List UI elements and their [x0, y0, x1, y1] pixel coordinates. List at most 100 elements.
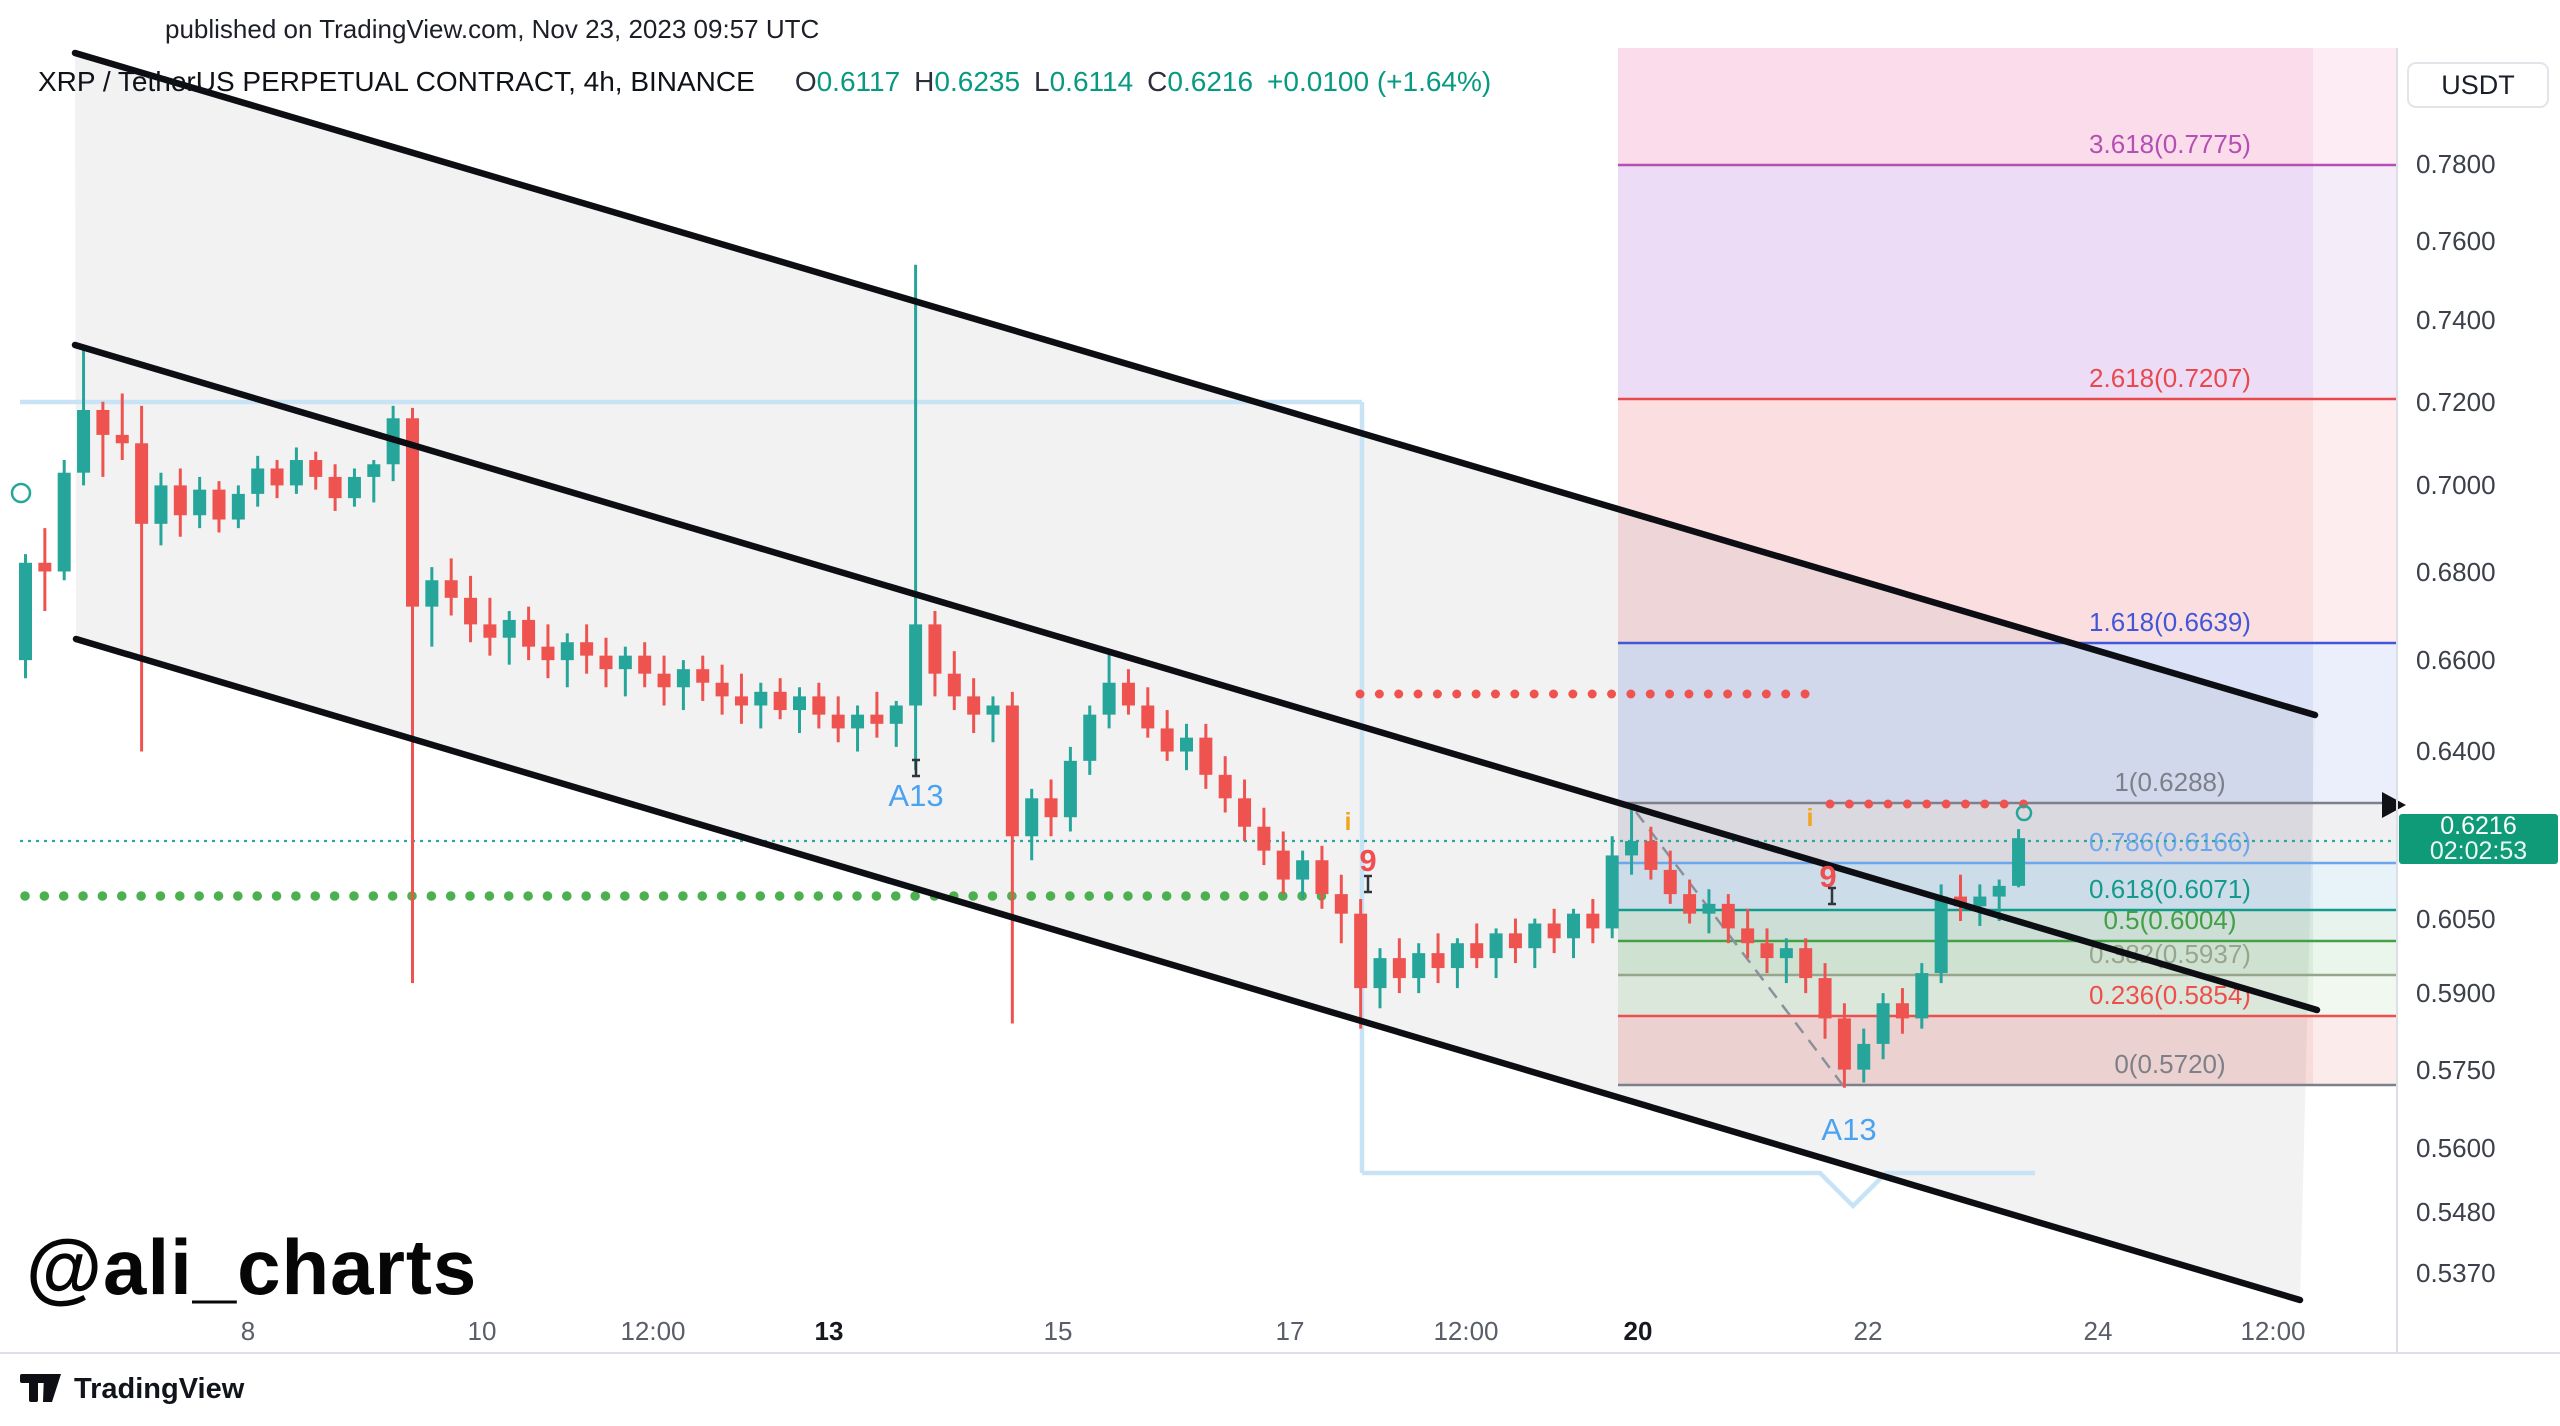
- candle-body: [1489, 933, 1503, 959]
- candle-body: [1160, 728, 1174, 752]
- candle-body: [1141, 705, 1155, 729]
- indicator-dot: [1452, 689, 1462, 699]
- a13-marker: A13: [888, 778, 943, 813]
- indicator-dot: [716, 891, 727, 901]
- currency-toggle-button[interactable]: USDT: [2407, 62, 2549, 108]
- candle-body: [2012, 838, 2026, 886]
- indicator-dot: [1123, 891, 1133, 901]
- candle-body: [1121, 682, 1135, 706]
- indicator-dot: [1045, 891, 1056, 901]
- candle-body: [406, 418, 419, 607]
- indicator-dot: [1181, 891, 1191, 901]
- candle-body: [1857, 1043, 1871, 1070]
- price-tick-label: 0.6800: [2416, 557, 2496, 587]
- footer-branding[interactable]: TradingView: [20, 1372, 244, 1406]
- indicator-dot: [1587, 689, 1597, 699]
- indicator-dot: [1103, 891, 1114, 901]
- indicator-dot: [194, 891, 204, 901]
- author-watermark: @ali_charts: [26, 1223, 478, 1311]
- indicator-dot: [387, 891, 398, 901]
- candle-body: [1180, 737, 1193, 752]
- indicator-dot: [1219, 891, 1230, 901]
- indicator-dot: [465, 891, 475, 901]
- indicator-dot: [1510, 689, 1520, 699]
- indicator-dot: [813, 891, 824, 901]
- indicator-dot: [1800, 689, 1810, 699]
- indicator-dot: [581, 891, 591, 901]
- candle-body: [870, 714, 884, 724]
- indicator-dot: [774, 891, 785, 901]
- indicator-dot: [910, 891, 920, 901]
- indicator-dot: [78, 891, 88, 901]
- fib-label-0: 0(0.5720): [2114, 1049, 2225, 1079]
- price-tick-label: 0.6600: [2416, 645, 2496, 675]
- candle-body: [1199, 737, 1213, 775]
- indicator-dot: [116, 891, 127, 901]
- close-label: C: [1147, 66, 1168, 97]
- candle-body: [96, 409, 110, 435]
- candle-body: [1760, 943, 1774, 959]
- change-value: +0.0100 (+1.64%): [1267, 66, 1492, 97]
- candle-body: [967, 696, 981, 715]
- candle-body: [812, 696, 826, 715]
- last-price-value: 0.6216: [2440, 812, 2517, 840]
- indicator-dot: [542, 891, 553, 901]
- candle-body: [773, 691, 787, 711]
- candle-body: [1044, 798, 1058, 818]
- bar-countdown: 02:02:53: [2429, 837, 2528, 865]
- indicator-dot: [1374, 689, 1384, 699]
- indicator-dot: [1941, 799, 1951, 809]
- indicator-dot: [968, 891, 978, 901]
- candle-body: [1644, 841, 1658, 870]
- candle-body: [115, 434, 129, 444]
- price-tick-label: 0.6400: [2416, 736, 2496, 766]
- candle-body: [909, 624, 923, 706]
- time-tick-label: 22: [1854, 1316, 1883, 1346]
- indicator-dot: [832, 891, 843, 901]
- fib-label-0.618: 0.618(0.6071): [2089, 874, 2251, 904]
- time-tick-label: 15: [1044, 1316, 1073, 1346]
- price-tick-label: 0.7200: [2416, 387, 2496, 417]
- price-tick-label: 0.7400: [2416, 305, 2496, 335]
- candle-body: [638, 655, 652, 674]
- candle-body: [1392, 958, 1406, 979]
- price-tick-label: 0.5750: [2416, 1055, 2496, 1085]
- candle-body: [1547, 923, 1561, 939]
- fib-band: [1618, 863, 2397, 910]
- candle-body: [754, 691, 768, 706]
- channel-line: [71, 49, 2319, 719]
- indicator-dot: [1084, 891, 1095, 901]
- level-extend-arrow: [2382, 792, 2406, 818]
- indicator-dot: [310, 891, 321, 901]
- indicator-dot: [1665, 689, 1675, 699]
- price-tick-label: 0.5370: [2416, 1258, 2496, 1288]
- indicator-dot: [562, 891, 572, 901]
- time-tick-label: 17: [1276, 1316, 1305, 1346]
- indicator-dot: [1883, 799, 1893, 809]
- indicator-dot: [445, 891, 456, 901]
- candle-body: [1296, 860, 1310, 880]
- candle-body: [1025, 798, 1039, 837]
- candle-body: [1005, 705, 1019, 837]
- indicator-dot: [155, 891, 166, 901]
- candle-body: [270, 468, 284, 486]
- fib-label-1: 1(0.6288): [2114, 767, 2225, 797]
- published-note: published on TradingView.com, Nov 23, 20…: [165, 14, 820, 44]
- tradingview-logo: [20, 1374, 61, 1402]
- time-tick-label: 13: [815, 1316, 844, 1346]
- indicator-dot: [1529, 689, 1539, 699]
- time-tick-label: 8: [241, 1316, 255, 1346]
- candle-body: [1992, 885, 2006, 897]
- indicator-dot: [1065, 891, 1075, 901]
- candle-body: [734, 696, 748, 706]
- candle-body: [57, 472, 71, 572]
- candle-body: [193, 489, 207, 516]
- high-value: 0.6235: [934, 66, 1021, 97]
- candle-body: [38, 562, 52, 572]
- fib-band: [1618, 643, 2397, 803]
- indicator-dot: [1999, 799, 2009, 809]
- indicator-dot: [1960, 799, 1970, 809]
- candle-body: [347, 476, 361, 499]
- candle-body: [1934, 896, 1948, 974]
